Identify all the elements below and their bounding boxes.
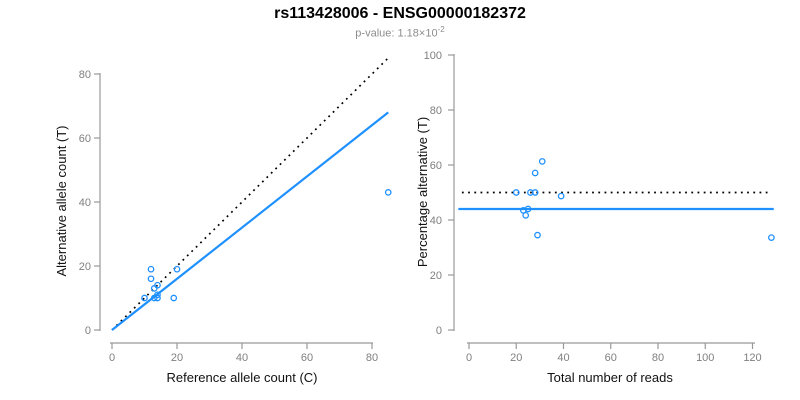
x-tick-label: 40 (557, 352, 569, 364)
pvalue-text: p-value: 1.18×10 (355, 27, 438, 40)
data-point (154, 294, 161, 302)
y-tick-label: 60 (430, 160, 442, 172)
y-tick-label: 0 (436, 325, 442, 337)
pvalue-subtitle: p-value: 1.18×10-2 (0, 25, 800, 40)
x-tick-label: 80 (652, 352, 664, 364)
y-tick-label: 20 (430, 270, 442, 282)
data-point (141, 294, 148, 302)
x-tick-label: 120 (743, 352, 761, 364)
x-tick-label: 20 (510, 352, 522, 364)
data-point (531, 189, 539, 196)
allele-counts-plot: 0 20 40 60 80 0 20 40 60 80 Reference allele count… (54, 55, 392, 385)
x-tick-label: 20 (171, 352, 183, 364)
x-axis-title: Total number of reads (547, 370, 673, 385)
x-tick-label: 0 (109, 352, 115, 364)
y-tick-label: 100 (424, 50, 442, 62)
y-tick-label: 20 (79, 261, 91, 273)
y-tick-label: 60 (79, 133, 91, 145)
y-tick-label: 80 (430, 105, 442, 117)
x-tick-label: 100 (696, 352, 714, 364)
data-point (170, 294, 178, 302)
data-point (768, 234, 775, 241)
x-tick-label: 80 (366, 352, 378, 364)
identity-line (111, 55, 391, 331)
x-tick-label: 0 (466, 352, 472, 364)
data-point (150, 285, 158, 292)
y-axis-title: Percentage alternative (T) (415, 117, 430, 267)
x-axis-title: Reference allele count (C) (166, 370, 317, 385)
page-title: rs113428006 - ENSG00000182372 (274, 5, 526, 22)
x-tick-label: 60 (605, 352, 617, 364)
y-axis-title: Alternative allele count (T) (54, 125, 69, 276)
data-point (147, 265, 155, 273)
percentage-alternative-plot: 0 20 40 60 80 100 0 20 40 60 80 100 120 Total number … (415, 50, 775, 385)
data-point (154, 281, 161, 289)
data-point (173, 265, 181, 273)
x-tick-label: 40 (236, 352, 248, 364)
data-point (527, 189, 534, 196)
data-point (150, 294, 158, 302)
data-point (522, 211, 530, 219)
data-point (534, 231, 541, 239)
data-point (512, 189, 520, 196)
y-tick-label: 80 (79, 69, 91, 81)
y-tick-label: 40 (79, 197, 91, 209)
data-point (384, 189, 392, 196)
data-point (557, 192, 565, 200)
x-tick-label: 60 (301, 352, 313, 364)
fit-line (111, 111, 389, 331)
data-point (147, 275, 155, 283)
data-point (538, 158, 546, 165)
y-tick-label: 0 (85, 325, 91, 337)
y-tick-label: 40 (430, 215, 442, 227)
data-point (531, 169, 539, 177)
pvalue-exponent: -2 (437, 25, 445, 34)
